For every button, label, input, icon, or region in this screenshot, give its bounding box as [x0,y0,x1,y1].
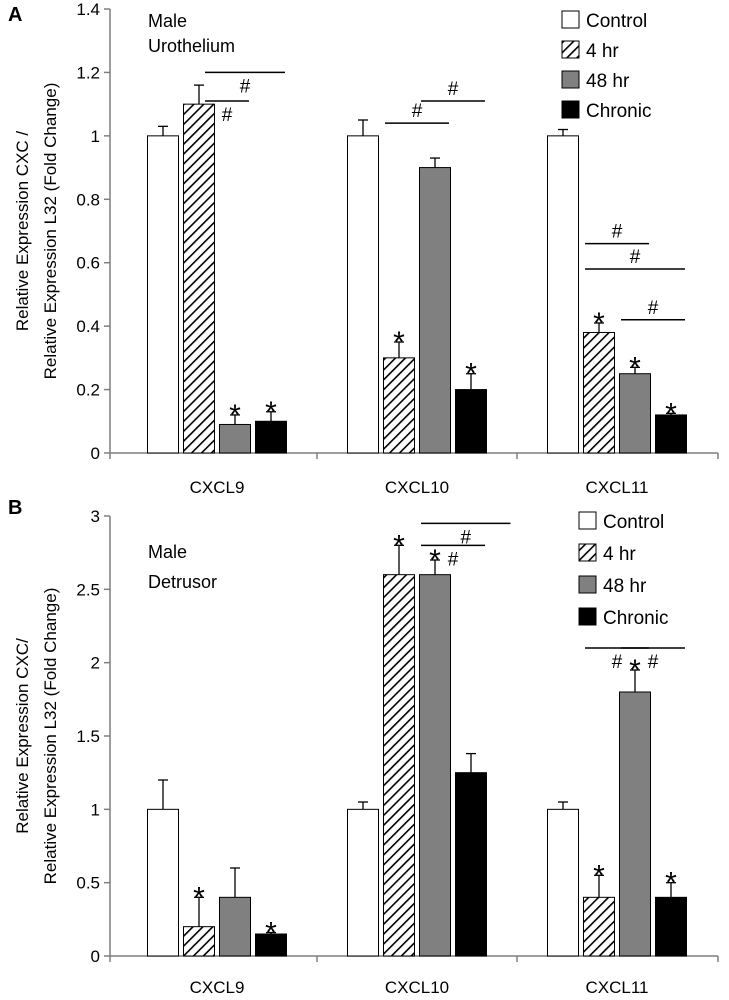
bar-control [347,135,379,454]
bar-4-hr [583,896,615,957]
x-tick-label: CXCL11 [586,478,649,497]
bar-48-hr [219,423,251,454]
comparison-label: # [648,652,659,673]
legend-swatch [578,575,597,594]
significance-star: * [393,326,405,359]
y-axis-label-line-1: Relative Expression CXC / [13,131,32,332]
comparison-label: # [448,79,459,100]
y-axis-label-line-2: Relative Expression L32 (Fold Change) [41,588,60,885]
comparison-label: # [648,298,659,319]
significance-star: * [429,544,441,577]
bar-4-hr [183,926,215,957]
bar-48-hr [419,167,451,454]
legend-swatch [561,10,580,29]
significance-star: * [629,351,641,384]
legend-label: Chronic [603,608,668,629]
significance-star: * [193,881,205,914]
bar-chronic [655,414,687,454]
legend-label: 48 hr [603,576,647,597]
comparison-label: # [630,247,641,268]
y-tick-label: 2.5 [76,580,100,599]
y-tick-label: 2 [91,654,100,673]
y-tick-label: 0 [91,444,100,463]
bar-chronic [655,896,687,957]
bar-control [347,808,379,957]
y-tick-label: 1.5 [76,727,100,746]
significance-star: * [665,867,677,900]
significance-star: * [229,399,241,432]
y-tick-label: 1.2 [76,63,100,82]
panel-title-line: Male [148,11,187,31]
x-tick-label: CXCL10 [385,478,449,497]
comparison-label: # [240,76,251,97]
bar-48-hr [619,373,651,454]
comparison-label: # [612,222,623,243]
y-axis-label-line-1: Relative Expression CXC/ [13,638,32,834]
panel-title-line: Urothelium [148,36,235,56]
significance-star: * [593,859,605,892]
y-tick-label: 0.4 [76,317,100,336]
legend-swatch [578,543,597,562]
legend-swatch [561,70,580,89]
bar-4-hr [183,103,215,454]
legend-swatch [578,511,597,530]
panel-letter: B [8,497,22,519]
bar-chronic [255,420,287,454]
x-tick-label: CXCL9 [190,478,245,497]
legend-swatch [561,100,580,119]
comparison-label: # [222,105,233,126]
legend-swatch [561,40,580,59]
significance-star: * [465,358,477,391]
y-tick-label: 0 [91,947,100,966]
bar-control [147,135,179,454]
significance-star: * [393,529,405,562]
panel-title-line: Male [148,542,187,562]
bar-control [547,135,579,454]
panel-a: A 0 0.2 0.4 0.6 0.8 1 1.2 1.4 CXCL9 CXCL10 CXCL11 Re… [8,0,719,497]
significance-star: * [629,654,641,687]
panel-letter: A [8,4,22,26]
x-tick-label: CXCL9 [190,978,245,997]
comparison-label: # [448,549,459,570]
bar-chronic [455,772,487,957]
panel-title-line: Detrusor [148,572,217,592]
bar-chronic [455,389,487,454]
legend-label: Chronic [586,101,651,122]
bar-4-hr [383,574,415,957]
legend-swatch [578,607,597,626]
y-tick-label: 0.2 [76,381,100,400]
bar-48-hr [619,691,651,957]
bar-4-hr [383,357,415,454]
y-tick-label: 0.5 [76,874,100,893]
comparison-label: # [612,652,623,673]
x-tick-label: CXCL11 [586,978,649,997]
y-axis-label-line-2: Relative Expression L32 (Fold Change) [41,83,60,380]
legend-label: 4 hr [586,41,619,62]
bar-control [547,808,579,957]
significance-star: * [265,917,277,950]
y-tick-label: 1 [91,800,100,819]
bar-control [147,808,179,957]
significance-star: * [265,396,277,429]
bar-4-hr [583,331,615,454]
bar-48-hr [419,574,451,957]
significance-star: * [665,397,677,430]
legend-label: Control [586,11,647,32]
y-tick-label: 0.6 [76,254,100,273]
x-tick-label: CXCL10 [385,978,449,997]
y-tick-label: 1.4 [76,0,100,19]
comparison-label: # [412,101,423,122]
bar-48-hr [219,896,251,957]
y-tick-label: 3 [91,507,100,526]
y-tick-label: 1 [91,127,100,146]
legend-label: Control [603,512,664,533]
legend-label: 48 hr [586,71,630,92]
legend-label: 4 hr [603,544,636,565]
y-tick-label: 0.8 [76,190,100,209]
significance-star: * [593,307,605,340]
comparison-label: # [460,527,471,548]
panel-b: B 0 0.5 1 1.5 2 2.5 3 CXCL9 CXCL10 CXCL11 Relative … [8,497,719,997]
